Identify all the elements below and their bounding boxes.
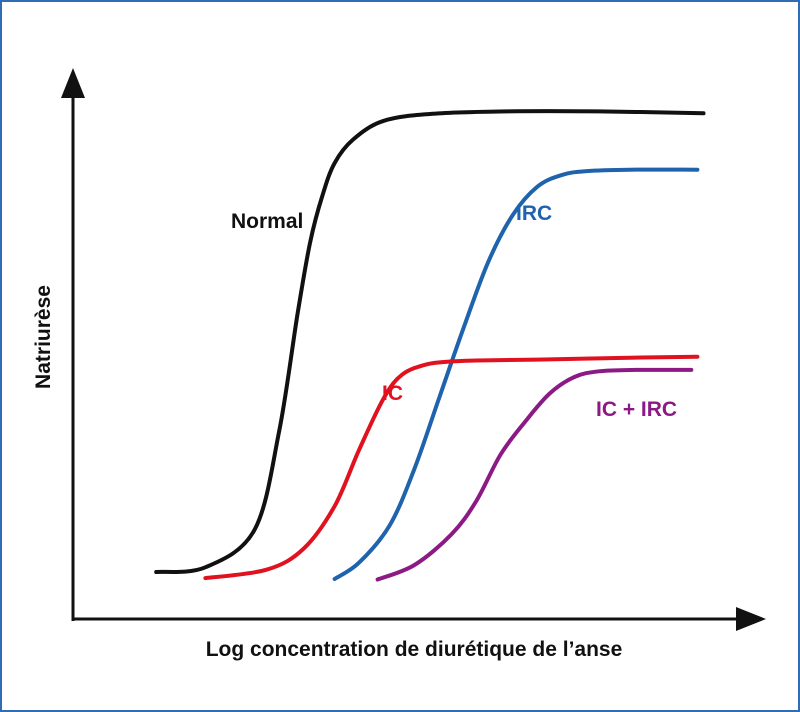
y-axis-title: Natriurèse <box>32 285 55 389</box>
series-lines <box>154 109 706 582</box>
x-axis-title: Log concentration de diurétique de l’ans… <box>206 638 623 661</box>
x-axis-arrowhead <box>736 607 766 631</box>
series-label-ic: IC <box>382 382 403 405</box>
series-label-normal: Normal <box>231 210 303 233</box>
y-axis-arrowhead <box>61 68 85 98</box>
series-label-ic-irc: IC + IRC <box>596 398 677 421</box>
series-line-normal <box>154 109 706 575</box>
series-label-irc: IRC <box>516 202 552 225</box>
series-line-ic-irc <box>375 367 694 582</box>
series-line-ic <box>203 354 700 581</box>
series-line-irc <box>332 167 700 581</box>
